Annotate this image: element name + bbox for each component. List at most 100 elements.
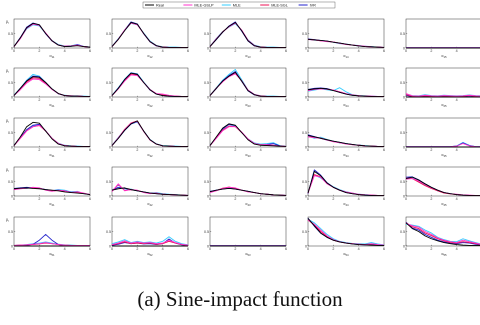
panel-frame: [209, 18, 287, 49]
figure-caption: (a) Sine-impact function: [137, 287, 343, 311]
x-tick-label: 4: [358, 247, 360, 251]
x-tick-label: 4: [162, 197, 164, 201]
panel-label-sub: 22: [149, 104, 153, 108]
x-tick-label: 2: [430, 49, 432, 53]
x-tick-label: 4: [162, 98, 164, 102]
legend-label-mle-gslp: MLE-GSLP: [194, 3, 214, 7]
x-tick-label: 4: [64, 148, 66, 152]
y-tick-label: 0: [207, 46, 209, 50]
x-tick-label: 4: [260, 247, 262, 251]
panel-label-sub: 43: [247, 203, 251, 207]
panel-label: α25: [441, 103, 447, 108]
panel-frame: [111, 67, 189, 98]
x-tick-label: 4: [260, 49, 262, 53]
panel-label: α32: [147, 153, 153, 158]
x-tick-label: 4: [64, 247, 66, 251]
x-tick-label: 0: [405, 197, 407, 201]
panel-label-sub: 15: [443, 55, 447, 59]
x-tick-label: 0: [13, 197, 15, 201]
y-tick-label: 0.5: [302, 81, 307, 85]
series-line-real: [209, 71, 286, 97]
panel-label: α42: [147, 202, 153, 207]
y-tick-label: 0.5: [106, 131, 111, 135]
x-tick-label: 4: [162, 247, 164, 251]
y-axis-label: β₁: [6, 20, 10, 24]
y-tick-label: 0: [11, 145, 13, 149]
panel-frame: [111, 117, 189, 148]
series-line-mle: [307, 218, 385, 246]
x-tick-label: 2: [332, 98, 334, 102]
y-tick-label: 0: [305, 145, 307, 149]
panel-label-sub: 51: [51, 253, 55, 257]
panel-label: α24: [343, 103, 349, 108]
panel-frame: [307, 166, 385, 197]
panel-frame: [405, 67, 480, 98]
y-tick-label: 0: [109, 194, 111, 198]
y-tick-label: 0: [305, 194, 307, 198]
panel-label: α14: [343, 54, 349, 59]
x-tick-label: 0: [307, 247, 309, 251]
x-tick-label: 2: [136, 247, 138, 251]
x-tick-label: 0: [307, 197, 309, 201]
y-tick-label: 0.5: [204, 131, 209, 135]
panel-label-sub: 12: [149, 55, 153, 59]
x-tick-label: 4: [260, 197, 262, 201]
series-line-real: [209, 123, 287, 147]
x-tick-label: 2: [136, 148, 138, 152]
panel-frame: [111, 18, 189, 49]
panel-label-sub: 24: [345, 104, 349, 108]
y-tick-label: 0.5: [106, 180, 111, 184]
y-tick-label: 0.5: [302, 230, 307, 234]
y-tick-label: 0.5: [400, 81, 405, 85]
x-tick-label: 2: [136, 98, 138, 102]
x-tick-label: 0: [111, 49, 113, 53]
y-tick-label: 0: [207, 95, 209, 99]
x-tick-label: 4: [260, 98, 262, 102]
y-axis-label: β₁: [6, 168, 10, 172]
x-tick-label: 4: [260, 148, 262, 152]
x-tick-label: 2: [430, 98, 432, 102]
legend-box: [142, 1, 336, 9]
y-tick-label: 0.5: [204, 32, 209, 36]
series-line-mle-sgl: [405, 222, 480, 245]
x-tick-label: 6: [383, 49, 385, 53]
legend-label-mle: MLE: [233, 3, 241, 7]
panel-frame: [111, 166, 189, 197]
series-line-real: [111, 120, 188, 147]
panel-label-sub: 32: [149, 154, 153, 158]
panel-label: α21: [49, 103, 55, 108]
panel-label: α55: [441, 252, 447, 257]
panel-label: α45: [441, 202, 447, 207]
x-tick-label: 2: [234, 197, 236, 201]
y-tick-label: 0.5: [204, 180, 209, 184]
x-tick-label: 0: [13, 49, 15, 53]
panel-label-sub: 11: [52, 55, 55, 59]
panel-label: α35: [441, 153, 447, 158]
legend-label-mle-sgl: MLE-SGL: [271, 3, 288, 7]
x-tick-label: 0: [405, 247, 407, 251]
series-line-real: [307, 218, 384, 246]
legend-label-ivr: IVR: [310, 3, 317, 7]
x-tick-label: 4: [358, 148, 360, 152]
series-line-real: [209, 22, 286, 48]
x-tick-label: 0: [307, 98, 309, 102]
x-tick-label: 0: [405, 49, 407, 53]
x-tick-label: 0: [13, 148, 15, 152]
series-line-mle-sgl: [111, 240, 189, 246]
x-tick-label: 6: [285, 49, 287, 53]
panel-label: α44: [343, 202, 349, 207]
x-tick-label: 0: [209, 49, 211, 53]
x-tick-label: 6: [187, 148, 189, 152]
y-tick-label: 0: [403, 244, 405, 248]
y-tick-label: 0.5: [8, 230, 13, 234]
x-tick-label: 0: [209, 98, 211, 102]
x-tick-label: 2: [430, 247, 432, 251]
panel-frame: [405, 117, 480, 148]
